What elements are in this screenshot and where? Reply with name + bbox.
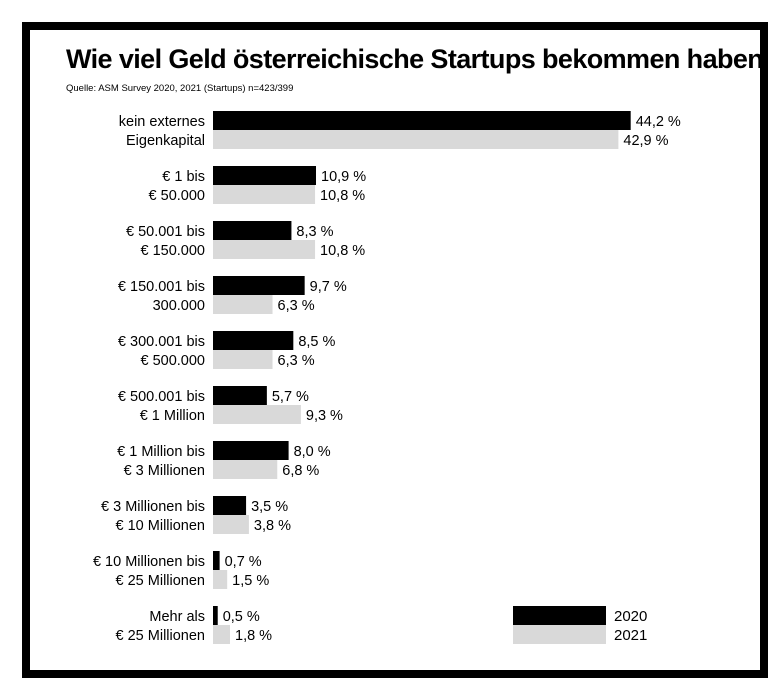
bar-2020 (213, 166, 317, 185)
bar-2021 (213, 515, 249, 534)
legend-label-2020: 2020 (614, 608, 647, 625)
category-label: € 150.001 bis (118, 279, 205, 295)
bar-2020 (213, 441, 289, 460)
bar-2021 (213, 460, 278, 479)
bar-2020 (213, 331, 294, 350)
value-label-2021: 1,5 % (232, 573, 269, 589)
value-label-2021: 1,8 % (235, 628, 272, 644)
value-label-2020: 10,9 % (321, 169, 366, 185)
legend-swatch-2021 (513, 625, 606, 644)
category-label: € 50.001 bis (126, 224, 205, 240)
legend-label-2021: 2021 (614, 627, 647, 644)
bar-2021 (213, 185, 316, 204)
value-label-2021: 10,8 % (320, 243, 365, 259)
category-label: € 50.000 (149, 188, 205, 204)
bar-2020 (213, 496, 247, 515)
category-label: € 1 bis (162, 169, 205, 185)
value-label-2020: 9,7 % (310, 279, 347, 295)
bar-2020 (213, 111, 631, 130)
category-label: € 3 Millionen bis (101, 499, 205, 515)
bar-2021 (213, 570, 228, 589)
value-label-2021: 6,3 % (278, 298, 315, 314)
bar-2021 (213, 295, 273, 314)
bar-2020 (213, 551, 220, 570)
category-label: € 10 Millionen (116, 518, 205, 534)
bar-2021 (213, 130, 619, 149)
value-label-2021: 6,3 % (278, 353, 315, 369)
category-label: Mehr als (149, 609, 205, 625)
bar-2020 (213, 606, 218, 625)
category-label: € 25 Millionen (116, 628, 205, 644)
value-label-2020: 5,7 % (272, 389, 309, 405)
category-label: € 150.000 (140, 243, 205, 259)
category-label: kein externes (119, 114, 205, 130)
category-label: € 10 Millionen bis (93, 554, 205, 570)
category-label: € 500.000 (140, 353, 205, 369)
value-label-2021: 3,8 % (254, 518, 291, 534)
value-label-2020: 3,5 % (251, 499, 288, 515)
chart-title: Wie viel Geld österreichische Startups b… (66, 44, 764, 74)
value-label-2021: 9,3 % (306, 408, 343, 424)
legend-swatch-2020 (513, 606, 606, 625)
bar-2021 (213, 240, 316, 259)
category-label: € 1 Million (140, 408, 205, 424)
value-label-2021: 42,9 % (623, 133, 668, 149)
value-label-2020: 8,0 % (294, 444, 331, 460)
bar-2020 (213, 221, 292, 240)
category-label: € 500.001 bis (118, 389, 205, 405)
bar-2021 (213, 350, 273, 369)
bar-2020 (213, 386, 267, 405)
bar-2020 (213, 276, 305, 295)
category-label: 300.000 (153, 298, 205, 314)
category-label: € 25 Millionen (116, 573, 205, 589)
value-label-2021: 10,8 % (320, 188, 365, 204)
value-label-2021: 6,8 % (282, 463, 319, 479)
chart-source: Quelle: ASM Survey 2020, 2021 (Startups)… (66, 83, 294, 94)
value-label-2020: 44,2 % (636, 114, 681, 130)
bar-2021 (213, 625, 231, 644)
category-label: Eigenkapital (126, 133, 205, 149)
category-label: € 3 Millionen (124, 463, 205, 479)
value-label-2020: 0,7 % (225, 554, 262, 570)
value-label-2020: 0,5 % (223, 609, 260, 625)
value-label-2020: 8,5 % (298, 334, 335, 350)
category-label: € 1 Million bis (117, 444, 205, 460)
bar-2021 (213, 405, 301, 424)
category-label: € 300.001 bis (118, 334, 205, 350)
value-label-2020: 8,3 % (296, 224, 333, 240)
